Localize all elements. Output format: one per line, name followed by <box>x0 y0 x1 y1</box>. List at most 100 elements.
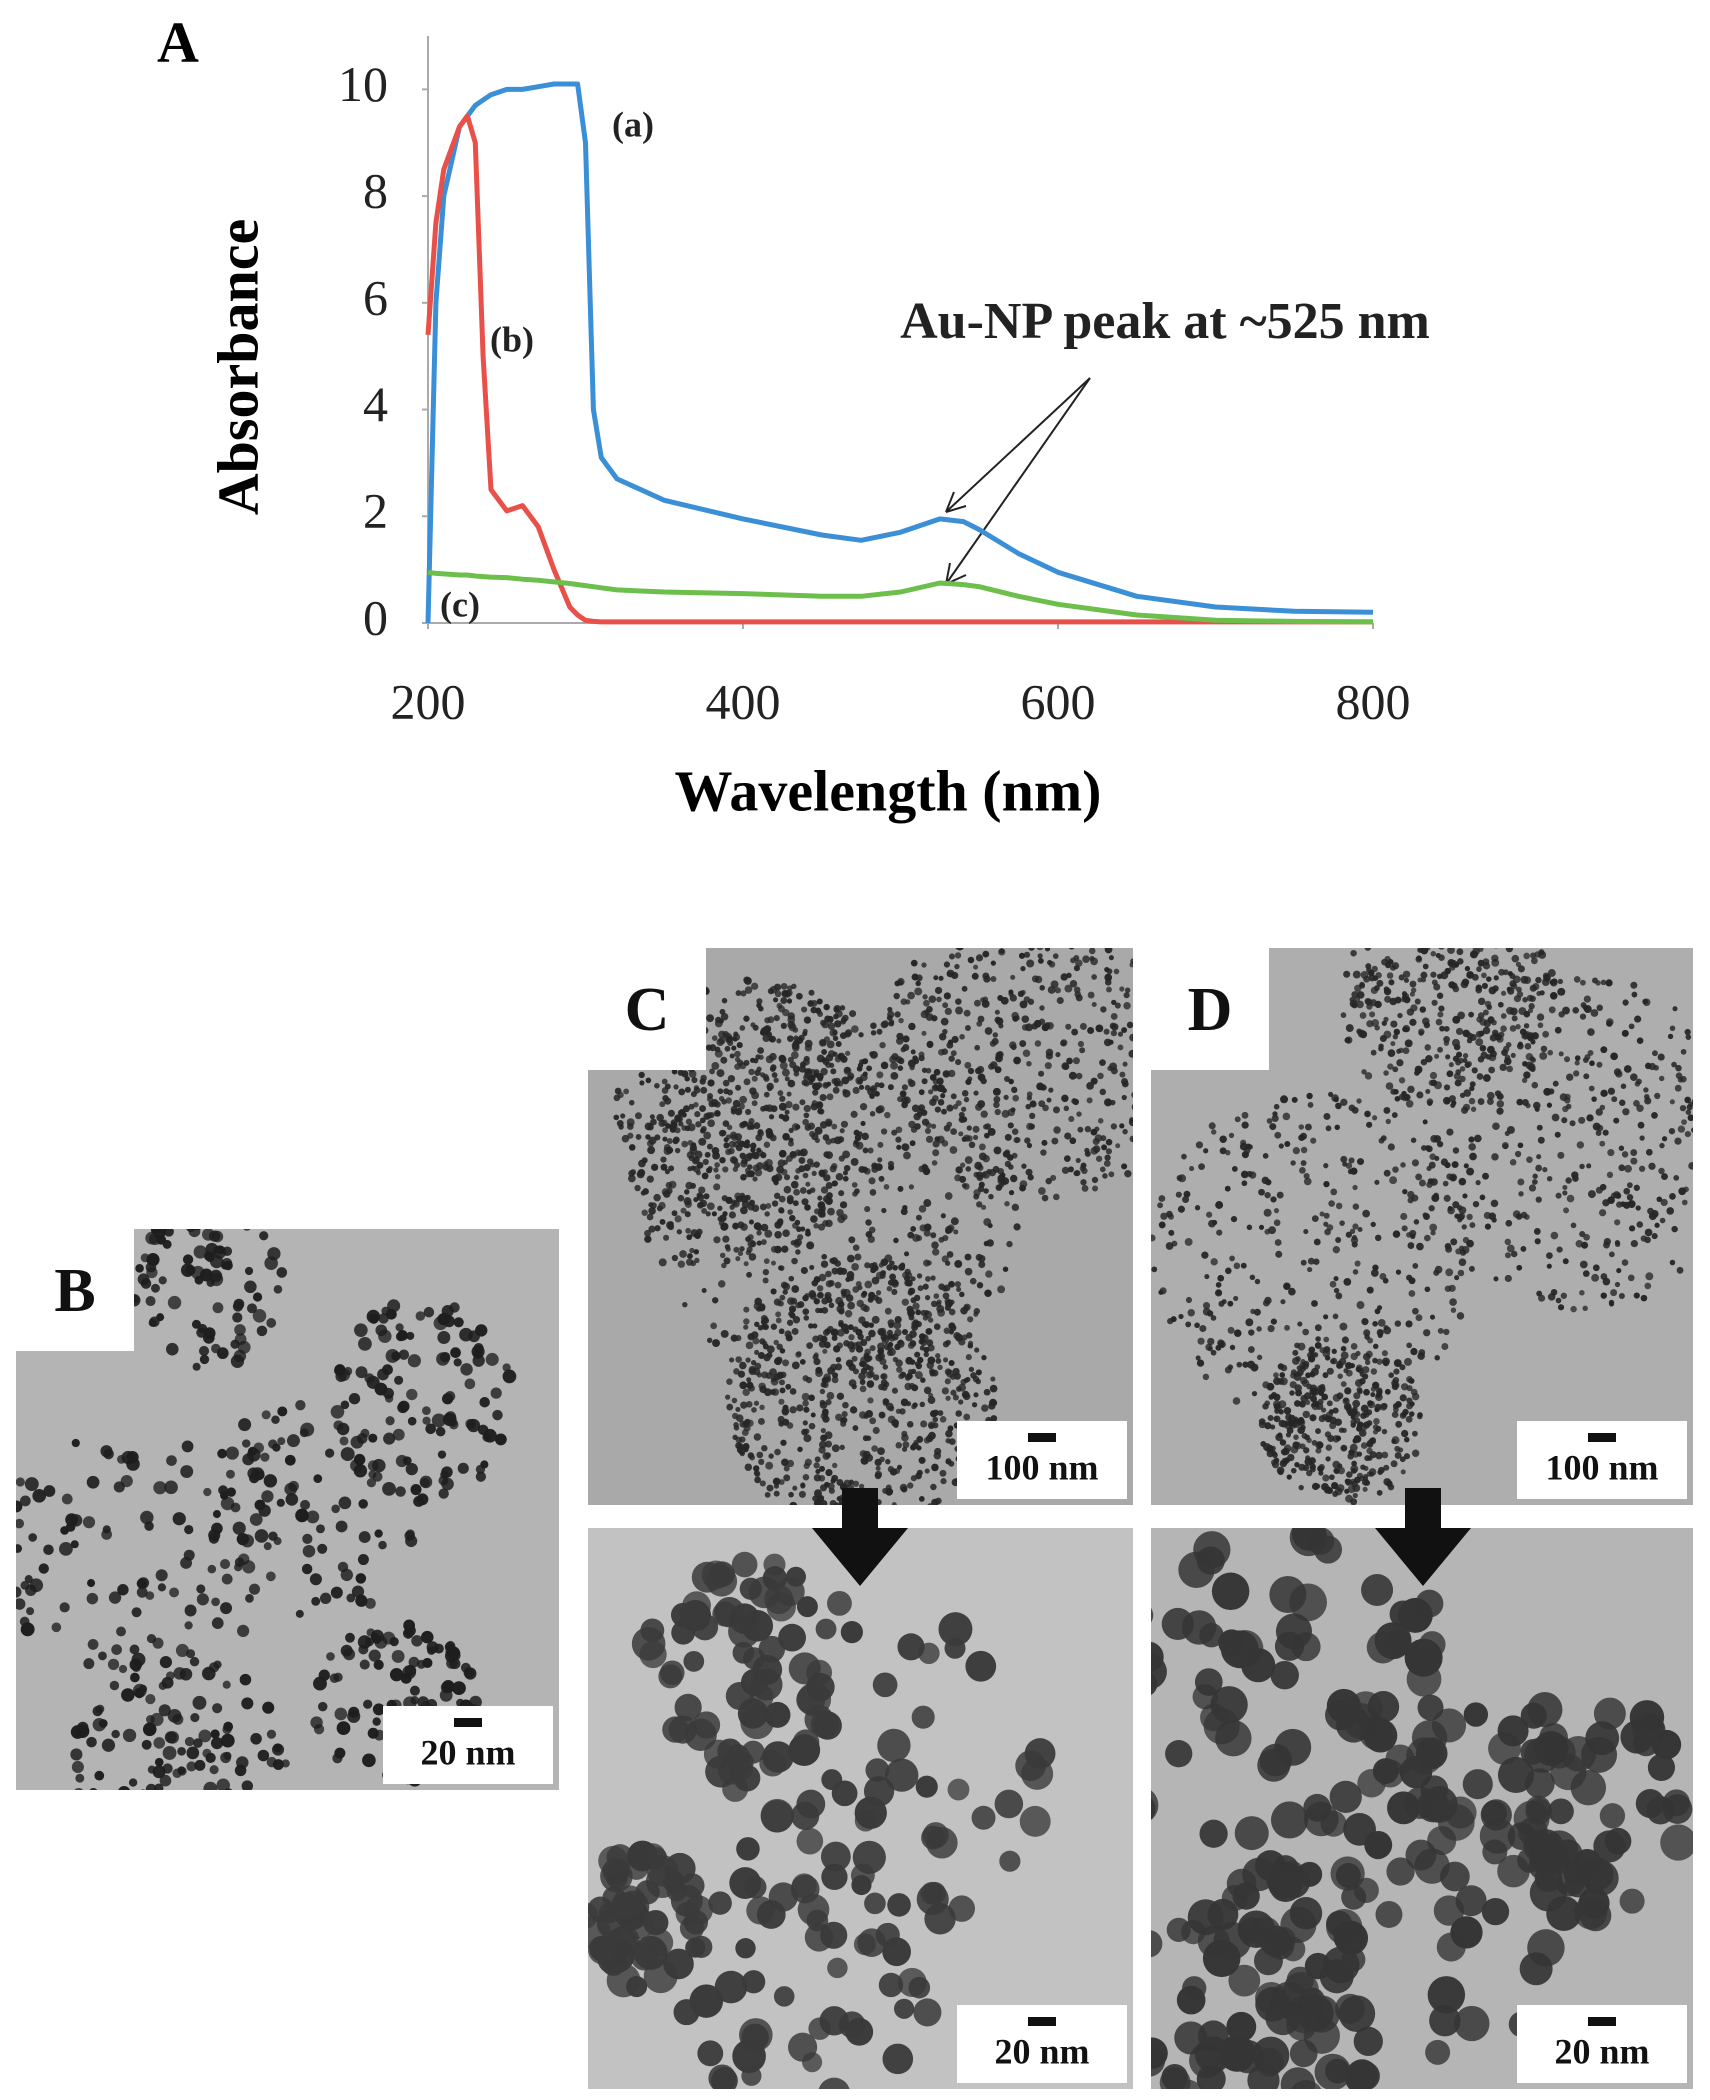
particle <box>1100 1006 1106 1012</box>
particle <box>1196 1141 1203 1148</box>
particle <box>1341 1445 1348 1452</box>
particle <box>892 1388 898 1394</box>
particle <box>895 1137 901 1143</box>
particle <box>1537 1013 1544 1020</box>
particle <box>761 1371 768 1378</box>
particle <box>714 1162 720 1168</box>
particle <box>959 1292 964 1297</box>
particle <box>1463 1053 1468 1058</box>
particle <box>1489 1054 1497 1062</box>
particle <box>793 1316 800 1323</box>
particle <box>372 1717 380 1725</box>
particle <box>908 1290 914 1296</box>
particle <box>722 998 728 1004</box>
particle <box>1289 1390 1294 1395</box>
particle <box>1298 1464 1305 1471</box>
particle <box>1068 1166 1074 1172</box>
particle <box>1110 1023 1117 1030</box>
particle <box>1593 1123 1601 1131</box>
particle <box>1272 1111 1277 1116</box>
particle <box>1523 976 1531 984</box>
particle <box>767 1485 774 1492</box>
particle <box>810 1187 816 1193</box>
particle <box>662 1127 668 1133</box>
particle <box>958 1399 963 1404</box>
particle <box>780 997 787 1004</box>
particle <box>1162 1608 1194 1640</box>
particle <box>1677 1267 1684 1274</box>
particle <box>841 1293 846 1298</box>
particle <box>1580 980 1586 986</box>
particle <box>820 1401 828 1409</box>
particle <box>807 1000 814 1007</box>
particle <box>1425 1145 1431 1151</box>
particle <box>743 1307 749 1313</box>
particle <box>1505 1275 1512 1282</box>
particle <box>1582 1306 1587 1311</box>
particle <box>1050 1175 1056 1181</box>
particle <box>804 1056 810 1062</box>
particle <box>796 1404 803 1411</box>
particle <box>1281 2088 1307 2100</box>
particle <box>1601 1273 1608 1280</box>
particle <box>1274 1219 1281 1226</box>
particle <box>1330 1856 1364 1890</box>
particle <box>190 1217 203 1230</box>
particle <box>194 1200 205 1211</box>
particle <box>420 1478 430 1488</box>
particle <box>1482 983 1488 989</box>
particle <box>1323 1181 1329 1187</box>
particle <box>865 1219 872 1226</box>
particle <box>907 1482 913 1488</box>
particle <box>736 1837 760 1861</box>
particle <box>1414 913 1421 920</box>
particle <box>1542 978 1550 986</box>
particle <box>245 1267 253 1275</box>
particle <box>1450 1238 1457 1245</box>
particle <box>1407 932 1413 938</box>
particle <box>1658 1053 1665 1060</box>
particle <box>797 1234 803 1240</box>
particle <box>879 1042 885 1048</box>
particle <box>1358 1368 1364 1374</box>
particle <box>998 948 1005 955</box>
particle <box>838 1308 844 1314</box>
particle <box>735 1407 740 1412</box>
particle <box>1334 1288 1339 1293</box>
particle <box>1107 968 1113 974</box>
particle <box>1360 1464 1365 1469</box>
particle <box>491 1388 502 1399</box>
particle <box>766 1104 774 1112</box>
particle <box>754 1401 759 1406</box>
particle <box>1581 1242 1588 1249</box>
particle <box>110 1681 119 1690</box>
particle <box>804 1429 809 1434</box>
particle <box>1537 1125 1543 1131</box>
particle <box>772 1200 778 1206</box>
particle <box>881 1062 889 1070</box>
particle <box>814 1462 820 1468</box>
particle <box>212 1703 222 1713</box>
particle <box>1458 1270 1465 1277</box>
particle <box>1315 1324 1322 1331</box>
particle <box>776 1357 783 1364</box>
particle <box>821 1413 828 1420</box>
particle <box>1024 1137 1030 1143</box>
particle <box>1628 1274 1635 1281</box>
particle <box>860 1103 867 1110</box>
particle <box>976 936 982 942</box>
particle <box>878 1384 885 1391</box>
particle <box>965 1254 972 1261</box>
particle <box>928 1396 936 1404</box>
particle <box>955 1007 963 1015</box>
particle <box>932 1417 938 1423</box>
particle <box>943 1357 948 1362</box>
particle <box>1503 969 1509 975</box>
particle <box>1139 1010 1146 1017</box>
particle <box>753 1058 758 1063</box>
particle <box>789 1305 796 1312</box>
particle <box>1375 1308 1381 1314</box>
particle <box>662 1716 688 1742</box>
particle <box>108 1659 119 1670</box>
particle <box>942 1048 949 1055</box>
